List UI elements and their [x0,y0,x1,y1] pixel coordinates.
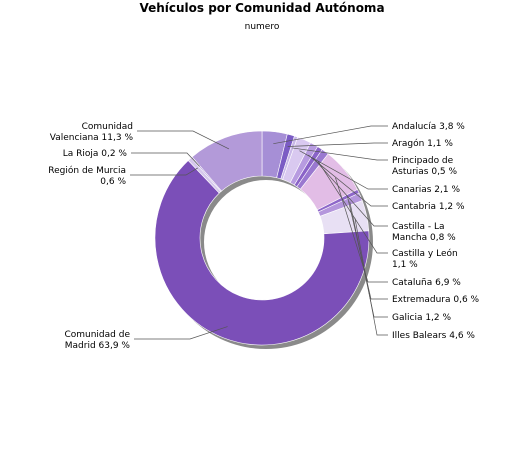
slice-comunidad-de-madrid [154,160,370,346]
label-line: 0,6 % [100,177,126,187]
leader-line-comunidad-valenciana [137,130,230,150]
leader-lines [130,125,388,340]
label-line: Madrid 63,9 % [65,341,131,351]
leader-line-region-de-murcia [130,167,198,176]
label-line: La Rioja 0,2 % [63,149,128,159]
label-la-rioja: La Rioja 0,2 % [63,149,128,159]
label-line: Comunidad [82,122,133,132]
chart-subtitle: numero [245,22,280,32]
label-line: 1,1 % [392,260,418,270]
leader-line-extremadura [347,196,388,300]
label-line: Illes Balears 4,6 % [392,331,475,341]
label-andalucia: Andalucía 3,8 % [392,122,465,132]
donut-slices [154,130,370,346]
label-illes-balears: Illes Balears 4,6 % [392,331,475,341]
label-principado-de-asturias: Principado de Asturias 0,5 % [392,156,458,177]
label-castilla-y-leon: Castilla y León 1,1 % [392,248,458,270]
label-line: Asturias 0,5 % [392,167,458,177]
label-extremadura: Extremadura 0,6 % [392,295,480,305]
label-comunidad-de-madrid: Comunidad de Madrid 63,9 % [64,330,130,351]
leader-line-aragon [287,142,388,147]
label-line: Andalucía 3,8 % [392,122,465,132]
leader-line-castilla-la-mancha [313,157,388,227]
label-line: Cantabria 1,2 % [392,202,465,212]
leader-line-cantabria [308,154,388,207]
slice-labels: Andalucía 3,8 % Aragón 1,1 % Principado de… [48,122,479,351]
label-line: Canarias 2,1 % [392,185,460,195]
label-line: Aragón 1,1 % [392,138,453,149]
label-line: Extremadura 0,6 % [392,295,480,305]
chart-title: Vehículos por Comunidad Autónoma [139,1,384,15]
slice-comunidad-valenciana [191,130,263,192]
label-line: Valenciana 11,3 % [50,133,134,143]
label-line: Región de Murcia [48,165,126,176]
label-aragon: Aragón 1,1 % [392,138,453,149]
label-canarias: Canarias 2,1 % [392,185,460,195]
label-galicia: Galicia 1,2 % [392,313,451,323]
leader-line-illes-balears [354,217,388,336]
label-line: Comunidad de [64,330,130,340]
label-line: Castilla - La [392,222,445,232]
label-line: Mancha 0,8 % [392,233,456,243]
label-line: Galicia 1,2 % [392,313,451,323]
label-comunidad-valenciana: Comunidad Valenciana 11,3 % [50,122,134,143]
label-cataluna: Cataluña 6,9 % [392,278,461,288]
label-line: Principado de [392,156,454,166]
leader-line-castilla-y-leon [317,161,388,254]
label-cantabria: Cantabria 1,2 % [392,202,465,212]
leader-line-cataluna [335,177,388,283]
label-line: Castilla y León [392,248,458,259]
leader-line-principado-de-asturias [292,147,388,161]
leader-line-comunidad-de-madrid [134,326,228,340]
label-line: Cataluña 6,9 % [392,278,461,288]
label-castilla-la-mancha: Castilla - La Mancha 0,8 % [392,222,456,243]
leader-line-la-rioja [131,152,200,167]
leader-line-galicia [349,201,388,318]
label-region-de-murcia: Región de Murcia 0,6 % [48,165,126,187]
leader-line-andalucia [273,125,388,145]
leader-line-canarias [299,150,388,190]
